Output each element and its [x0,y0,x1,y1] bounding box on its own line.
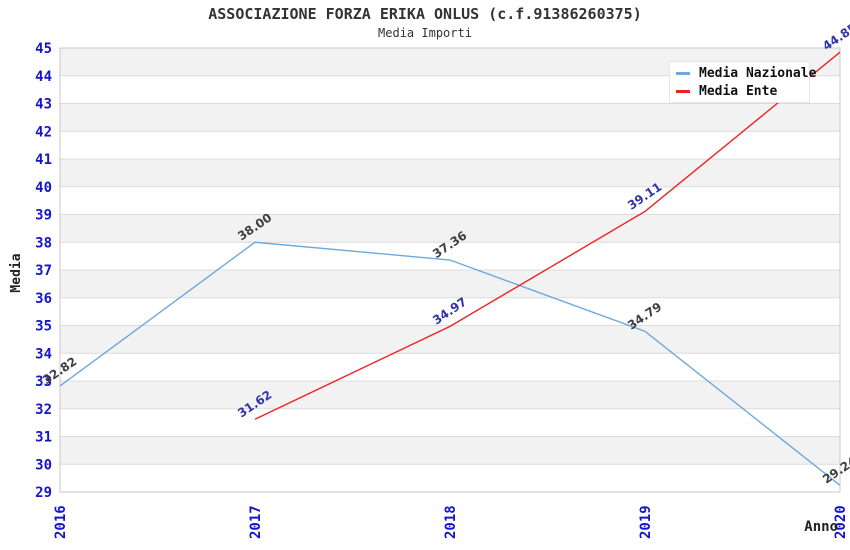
legend-item-media-ente: Media Ente [670,82,809,100]
plot-band [60,103,840,132]
x-tick-label: 2017 [248,505,264,539]
y-tick-label: 34 [35,346,52,362]
plot-band [60,353,840,381]
plot-band [60,270,840,298]
y-tick-label: 43 [35,97,52,113]
x-tick-label: 2016 [53,505,69,539]
legend-item-media-nazionale: Media Nazionale [670,64,816,82]
y-tick-label: 29 [35,485,52,501]
y-tick-label: 39 [35,208,52,224]
plot-band [60,186,840,215]
y-axis-title: Media [9,253,24,293]
plot-band [60,381,840,409]
plot-band [60,131,840,159]
plot-band [60,214,840,243]
y-tick-label: 30 [35,457,52,473]
chart-title: ASSOCIAZIONE FORZA ERIKA ONLUS (c.f.9138… [208,5,642,23]
series-line-media-nazionale [59,241,841,486]
y-tick-label: 42 [35,124,52,140]
y-tick-label: 32 [35,402,52,418]
y-tick-label: 31 [35,430,52,446]
y-tick-label: 45 [35,41,52,57]
point-label-media-ente: 44.85 [820,20,850,53]
legend-swatch-media-nazionale-icon [676,71,690,75]
legend-label-media-ente: Media Ente [699,83,778,99]
y-tick-label: 40 [35,180,52,196]
x-tick-label: 2018 [443,505,459,539]
x-tick-label: 2019 [638,505,654,539]
y-tick-label: 33 [35,374,52,390]
x-axis-title: Anno [804,519,838,535]
plot-band [60,408,840,437]
plot-border [59,47,841,493]
legend-swatch-media-ente-icon [676,89,690,93]
series-line-media-ente [254,51,841,420]
chart-subtitle: Media Importi [378,26,472,40]
y-tick-label: 38 [35,235,52,251]
y-tick-label: 36 [35,291,52,307]
y-tick-label: 44 [35,69,52,85]
legend-label-media-nazionale: Media Nazionale [699,65,817,81]
plot-band [60,159,840,187]
plot-band [60,297,840,326]
x-tick-label: 2020 [833,505,849,539]
plot-band [60,242,840,270]
plot-band [60,325,840,354]
y-tick-label: 37 [35,263,52,279]
plot-band [60,436,840,465]
y-tick-label: 35 [35,319,52,335]
plot-band [60,464,840,492]
y-tick-label: 41 [35,152,52,168]
legend: Media Nazionale Media Ente [669,61,816,103]
